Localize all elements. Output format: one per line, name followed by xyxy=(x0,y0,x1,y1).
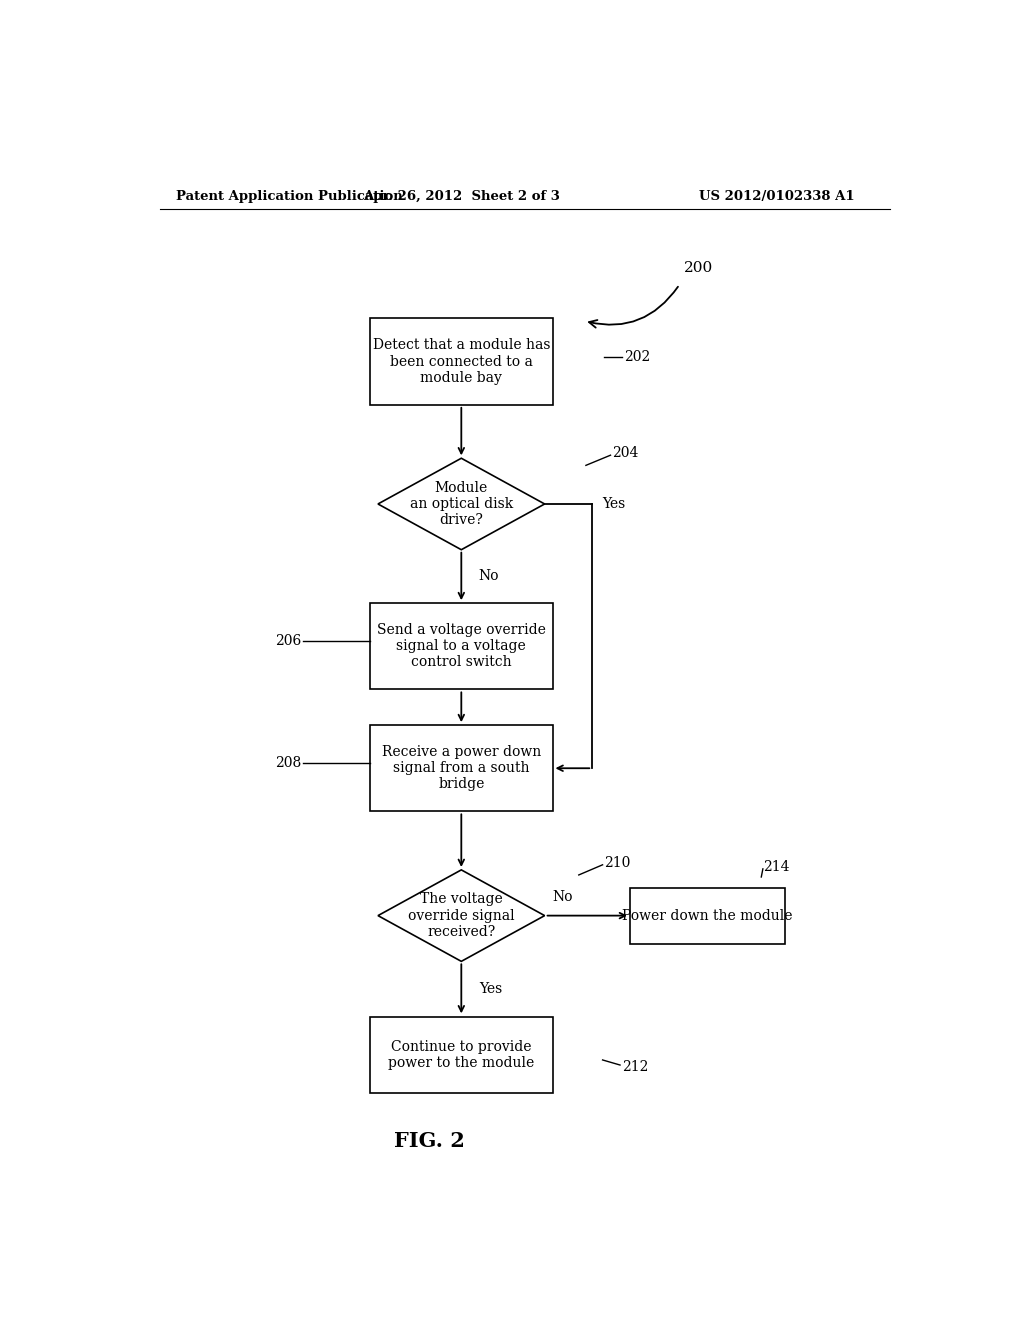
FancyBboxPatch shape xyxy=(370,318,553,405)
Text: 204: 204 xyxy=(612,446,639,461)
Text: Receive a power down
signal from a south
bridge: Receive a power down signal from a south… xyxy=(382,744,541,792)
FancyBboxPatch shape xyxy=(370,725,553,812)
Text: Power down the module: Power down the module xyxy=(622,908,793,923)
Text: No: No xyxy=(553,890,573,904)
FancyBboxPatch shape xyxy=(370,603,553,689)
FancyBboxPatch shape xyxy=(630,887,784,944)
Text: 200: 200 xyxy=(684,261,713,275)
Polygon shape xyxy=(378,458,545,549)
Text: FIG. 2: FIG. 2 xyxy=(394,1131,465,1151)
Text: US 2012/0102338 A1: US 2012/0102338 A1 xyxy=(699,190,855,202)
Text: 210: 210 xyxy=(604,855,631,870)
Text: 208: 208 xyxy=(274,756,301,770)
Text: Detect that a module has
been connected to a
module bay: Detect that a module has been connected … xyxy=(373,338,550,385)
Text: 214: 214 xyxy=(763,859,790,874)
Text: Module
an optical disk
drive?: Module an optical disk drive? xyxy=(410,480,513,527)
Text: The voltage
override signal
received?: The voltage override signal received? xyxy=(408,892,515,939)
Text: Patent Application Publication: Patent Application Publication xyxy=(176,190,402,202)
Text: Continue to provide
power to the module: Continue to provide power to the module xyxy=(388,1040,535,1071)
FancyBboxPatch shape xyxy=(370,1016,553,1093)
Text: Send a voltage override
signal to a voltage
control switch: Send a voltage override signal to a volt… xyxy=(377,623,546,669)
Text: Yes: Yes xyxy=(602,496,625,511)
Text: 206: 206 xyxy=(274,634,301,648)
Text: Yes: Yes xyxy=(479,982,502,995)
Text: Apr. 26, 2012  Sheet 2 of 3: Apr. 26, 2012 Sheet 2 of 3 xyxy=(362,190,560,202)
Polygon shape xyxy=(378,870,545,961)
Text: 202: 202 xyxy=(624,350,650,363)
FancyArrowPatch shape xyxy=(589,286,678,327)
Text: No: No xyxy=(479,569,500,583)
Text: 212: 212 xyxy=(622,1060,648,1074)
